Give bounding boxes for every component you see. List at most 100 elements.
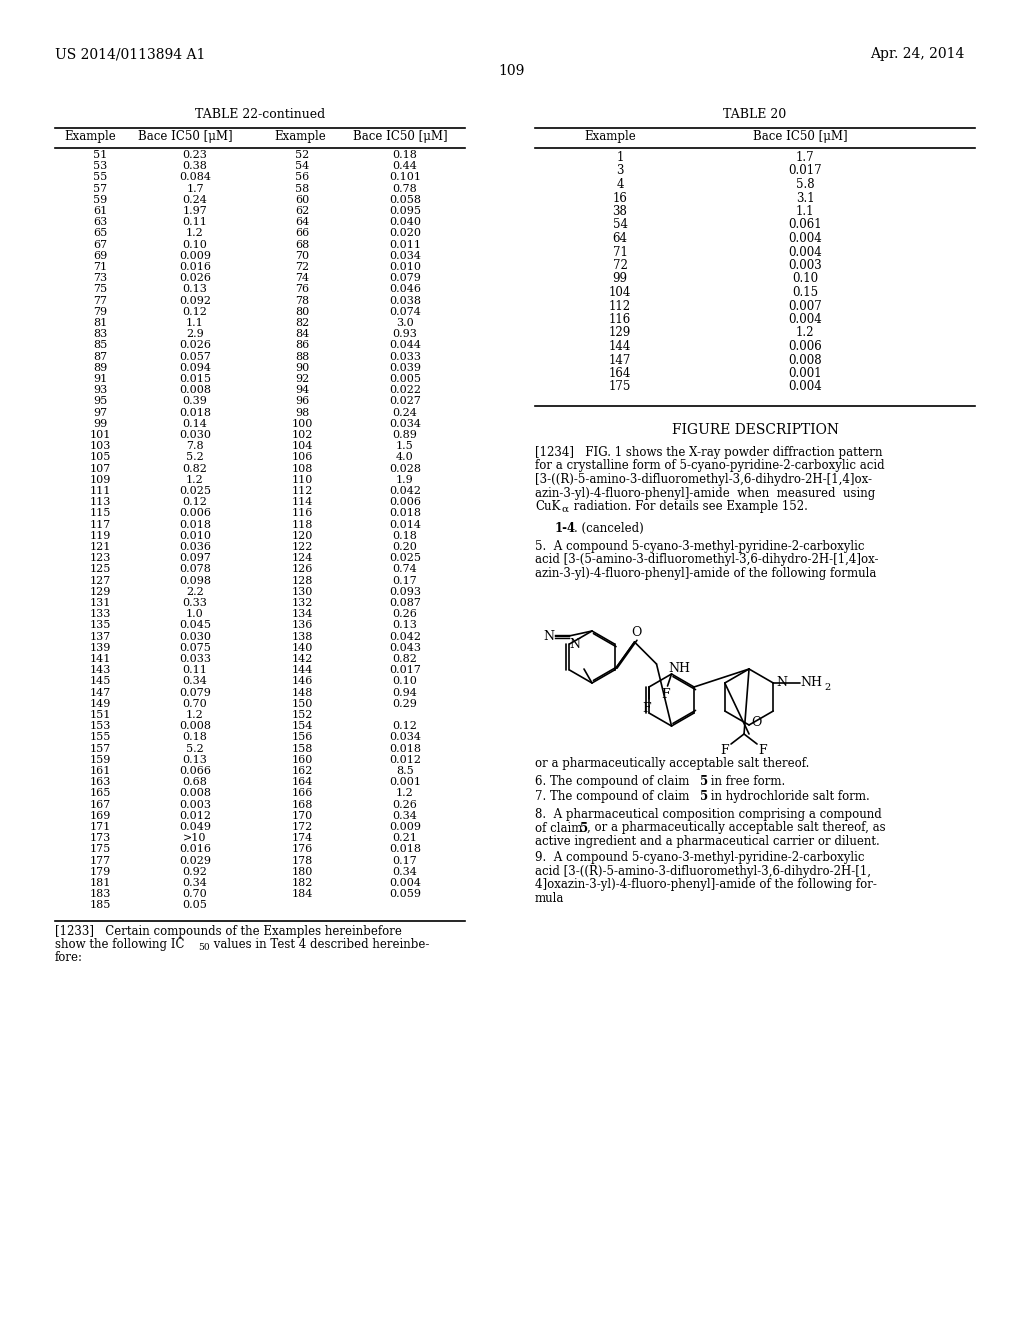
Text: 96: 96 <box>295 396 309 407</box>
Text: 0.004: 0.004 <box>788 380 822 393</box>
Text: 0.68: 0.68 <box>182 777 208 787</box>
Text: 84: 84 <box>295 329 309 339</box>
Text: 4: 4 <box>616 178 624 191</box>
Text: 0.020: 0.020 <box>389 228 421 239</box>
Text: 0.015: 0.015 <box>179 374 211 384</box>
Text: 171: 171 <box>89 822 111 832</box>
Text: 131: 131 <box>89 598 111 609</box>
Text: 0.030: 0.030 <box>179 430 211 440</box>
Text: 0.008: 0.008 <box>179 385 211 395</box>
Text: 94: 94 <box>295 385 309 395</box>
Text: 73: 73 <box>93 273 108 284</box>
Text: 65: 65 <box>93 228 108 239</box>
Text: 0.003: 0.003 <box>179 800 211 809</box>
Text: 0.23: 0.23 <box>182 150 208 160</box>
Text: 88: 88 <box>295 351 309 362</box>
Text: 118: 118 <box>291 520 312 529</box>
Text: 0.018: 0.018 <box>179 408 211 417</box>
Text: 110: 110 <box>291 475 312 484</box>
Text: 0.12: 0.12 <box>392 721 418 731</box>
Text: 0.039: 0.039 <box>389 363 421 372</box>
Text: 162: 162 <box>291 766 312 776</box>
Text: 154: 154 <box>291 721 312 731</box>
Text: , or a pharmaceutically acceptable salt thereof, as: , or a pharmaceutically acceptable salt … <box>587 821 886 834</box>
Text: 85: 85 <box>93 341 108 350</box>
Text: 0.38: 0.38 <box>182 161 208 172</box>
Text: 0.025: 0.025 <box>179 486 211 496</box>
Text: 0.14: 0.14 <box>182 418 208 429</box>
Text: 130: 130 <box>291 587 312 597</box>
Text: 1.97: 1.97 <box>182 206 208 216</box>
Text: 2.9: 2.9 <box>186 329 204 339</box>
Text: 0.26: 0.26 <box>392 800 418 809</box>
Text: 82: 82 <box>295 318 309 327</box>
Text: 0.030: 0.030 <box>179 631 211 642</box>
Text: 7.8: 7.8 <box>186 441 204 451</box>
Text: 0.092: 0.092 <box>179 296 211 306</box>
Text: 105: 105 <box>89 453 111 462</box>
Text: 157: 157 <box>89 743 111 754</box>
Text: 0.018: 0.018 <box>389 845 421 854</box>
Text: 112: 112 <box>291 486 312 496</box>
Text: 122: 122 <box>291 543 312 552</box>
Text: 120: 120 <box>291 531 312 541</box>
Text: 146: 146 <box>291 676 312 686</box>
Text: . (canceled): . (canceled) <box>574 521 644 535</box>
Text: 81: 81 <box>93 318 108 327</box>
Text: 0.084: 0.084 <box>179 173 211 182</box>
Text: 0.094: 0.094 <box>179 363 211 372</box>
Text: 54: 54 <box>295 161 309 172</box>
Text: 1.2: 1.2 <box>796 326 814 339</box>
Text: 38: 38 <box>612 205 628 218</box>
Text: 112: 112 <box>609 300 631 313</box>
Text: 179: 179 <box>89 867 111 876</box>
Text: 8.  A pharmaceutical composition comprising a compound: 8. A pharmaceutical composition comprisi… <box>535 808 882 821</box>
Text: 83: 83 <box>93 329 108 339</box>
Text: 0.018: 0.018 <box>389 743 421 754</box>
Text: 0.10: 0.10 <box>182 240 208 249</box>
Text: 117: 117 <box>89 520 111 529</box>
Text: 0.92: 0.92 <box>182 867 208 876</box>
Text: 0.016: 0.016 <box>179 261 211 272</box>
Text: 0.13: 0.13 <box>392 620 418 631</box>
Text: 78: 78 <box>295 296 309 306</box>
Text: mula: mula <box>535 891 564 904</box>
Text: 0.034: 0.034 <box>389 418 421 429</box>
Text: 0.70: 0.70 <box>182 890 208 899</box>
Text: 178: 178 <box>292 855 312 866</box>
Text: 0.15: 0.15 <box>792 286 818 300</box>
Text: 174: 174 <box>292 833 312 843</box>
Text: 0.78: 0.78 <box>392 183 418 194</box>
Text: 57: 57 <box>93 183 108 194</box>
Text: 177: 177 <box>89 855 111 866</box>
Text: 119: 119 <box>89 531 111 541</box>
Text: 148: 148 <box>291 688 312 697</box>
Text: 0.006: 0.006 <box>389 498 421 507</box>
Text: 1.0: 1.0 <box>186 610 204 619</box>
Text: 59: 59 <box>93 195 108 205</box>
Text: 113: 113 <box>89 498 111 507</box>
Text: 169: 169 <box>89 810 111 821</box>
Text: 0.057: 0.057 <box>179 351 211 362</box>
Text: 175: 175 <box>89 845 111 854</box>
Text: 116: 116 <box>609 313 631 326</box>
Text: α: α <box>562 506 569 513</box>
Text: 144: 144 <box>291 665 312 676</box>
Text: 114: 114 <box>291 498 312 507</box>
Text: O: O <box>751 717 762 730</box>
Text: 0.066: 0.066 <box>179 766 211 776</box>
Text: azin-3-yl)-4-fluoro-phenyl]-amide of the following formula: azin-3-yl)-4-fluoro-phenyl]-amide of the… <box>535 568 877 579</box>
Text: 79: 79 <box>93 306 108 317</box>
Text: 0.042: 0.042 <box>389 486 421 496</box>
Text: 5.  A compound 5-cyano-3-methyl-pyridine-2-carboxylic: 5. A compound 5-cyano-3-methyl-pyridine-… <box>535 540 864 553</box>
Text: 68: 68 <box>295 240 309 249</box>
Text: 121: 121 <box>89 543 111 552</box>
Text: 0.11: 0.11 <box>182 665 208 676</box>
Text: 0.079: 0.079 <box>179 688 211 697</box>
Text: 0.012: 0.012 <box>389 755 421 764</box>
Text: in hydrochloride salt form.: in hydrochloride salt form. <box>707 789 869 803</box>
Text: NH: NH <box>801 676 822 689</box>
Text: 102: 102 <box>291 430 312 440</box>
Text: 4.0: 4.0 <box>396 453 414 462</box>
Text: Apr. 24, 2014: Apr. 24, 2014 <box>870 48 965 61</box>
